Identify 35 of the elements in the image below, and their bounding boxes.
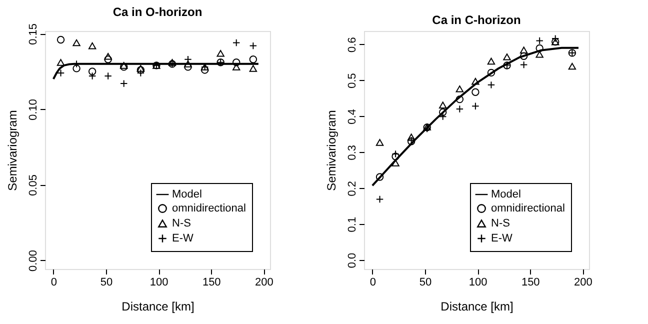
x-tick-label: 150 (202, 276, 221, 288)
y-tick-label: 0.3 (346, 145, 358, 160)
x-tick-label: 0 (370, 276, 376, 288)
y-tick-label: 0.00 (28, 250, 40, 272)
legend-label: omnidirectional (172, 202, 246, 214)
y-tick-label: 0.15 (28, 24, 40, 45)
y-tick-label: 0.2 (346, 180, 358, 196)
legend-label: E-W (491, 232, 513, 244)
x-tick-label: 100 (468, 276, 488, 288)
x-tick-label: 150 (521, 276, 540, 288)
x-tick-label: 200 (574, 276, 592, 288)
legend-label: Model (172, 188, 202, 200)
y-tick-label: 0.4 (346, 109, 358, 124)
y-tick-label: 0.05 (28, 174, 40, 196)
y-tick-label: 0.1 (346, 216, 358, 232)
y-tick-label: 0.5 (346, 73, 358, 88)
legend-label: Model (491, 188, 521, 200)
x-tick-label: 0 (50, 276, 57, 288)
legend-label: N-S (491, 218, 510, 230)
y-tick-label: 0.6 (346, 37, 358, 52)
x-tick-label: 200 (255, 276, 274, 288)
chart-title: Ca in O-horizon (112, 5, 202, 20)
y-tick-label: 0.0 (346, 252, 358, 268)
x-tick-label: 50 (419, 276, 432, 288)
x-tick-label: 50 (100, 276, 113, 288)
y-tick-label: 0.10 (28, 99, 40, 120)
legend-label: E-W (172, 232, 194, 244)
x-axis-title: Distance [km] (122, 300, 194, 314)
y-axis-title: Semivariogram (6, 110, 20, 191)
legend-label: omnidirectional (491, 202, 565, 214)
y-axis-title: Semivariogram (324, 110, 338, 191)
x-axis-title: Distance [km] (440, 300, 514, 314)
chart-title: Ca in C-horizon (432, 13, 521, 27)
legend-label: N-S (172, 218, 191, 230)
x-tick-label: 100 (150, 276, 168, 288)
